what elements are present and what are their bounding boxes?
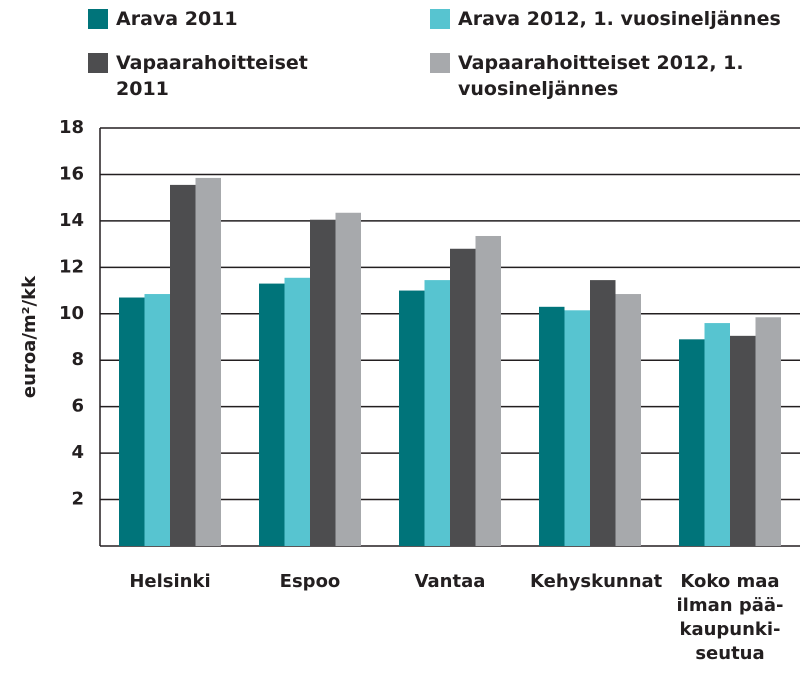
bar <box>475 235 501 546</box>
bar <box>424 280 450 546</box>
legend-label: Arava 2011 <box>116 8 238 30</box>
y-tick-label: 14 <box>59 210 84 231</box>
bar <box>284 277 310 546</box>
bar <box>170 184 196 546</box>
legend-item: Arava 2011 <box>88 6 416 32</box>
bar <box>590 280 616 546</box>
y-tick-label: 10 <box>59 303 84 324</box>
y-tick-label: 2 <box>71 489 84 510</box>
y-tick-label: 8 <box>71 349 84 370</box>
bar <box>195 177 221 546</box>
bar <box>615 294 641 546</box>
legend-item: Arava 2012, 1. vuosineljännes <box>430 6 798 32</box>
x-tick-label: Helsinki <box>129 571 211 592</box>
y-axis-label: euroa/m²/kk <box>19 275 40 398</box>
legend-swatch <box>430 9 450 29</box>
bar <box>704 323 730 546</box>
legend-swatch <box>88 9 108 29</box>
legend-item: Vapaarahoitteiset 2012, 1. vuosineljänne… <box>430 50 748 102</box>
bar <box>755 317 781 546</box>
bar <box>564 310 590 546</box>
legend-swatch <box>430 53 450 73</box>
bar <box>119 297 145 546</box>
bar <box>450 248 476 546</box>
y-tick-label: 4 <box>71 442 84 463</box>
bar <box>539 306 565 546</box>
legend-swatch <box>88 53 108 73</box>
bar <box>730 335 756 546</box>
x-tick-label: Vantaa <box>414 571 486 592</box>
legend-label: Arava 2012, 1. vuosineljännes <box>458 8 781 30</box>
y-tick-label: 16 <box>59 163 84 184</box>
bar <box>679 339 705 546</box>
legend-label: Vapaarahoitteiset 2011 <box>116 52 308 100</box>
x-tick-label: Koko maa ilman pää-kaupunki-seutua <box>676 571 784 664</box>
legend-label: Vapaarahoitteiset 2012, 1. vuosineljänne… <box>458 52 744 100</box>
bar <box>144 294 170 546</box>
bar <box>399 290 425 546</box>
y-tick-label: 18 <box>59 117 84 138</box>
x-tick-label: Kehyskunnat <box>530 571 663 592</box>
bar <box>259 283 285 546</box>
y-tick-label: 6 <box>71 396 84 417</box>
y-tick-label: 12 <box>59 256 84 277</box>
bar <box>335 212 361 546</box>
bar <box>310 219 336 546</box>
x-tick-label: Espoo <box>279 571 341 592</box>
legend-item: Vapaarahoitteiset 2011 <box>88 50 336 102</box>
